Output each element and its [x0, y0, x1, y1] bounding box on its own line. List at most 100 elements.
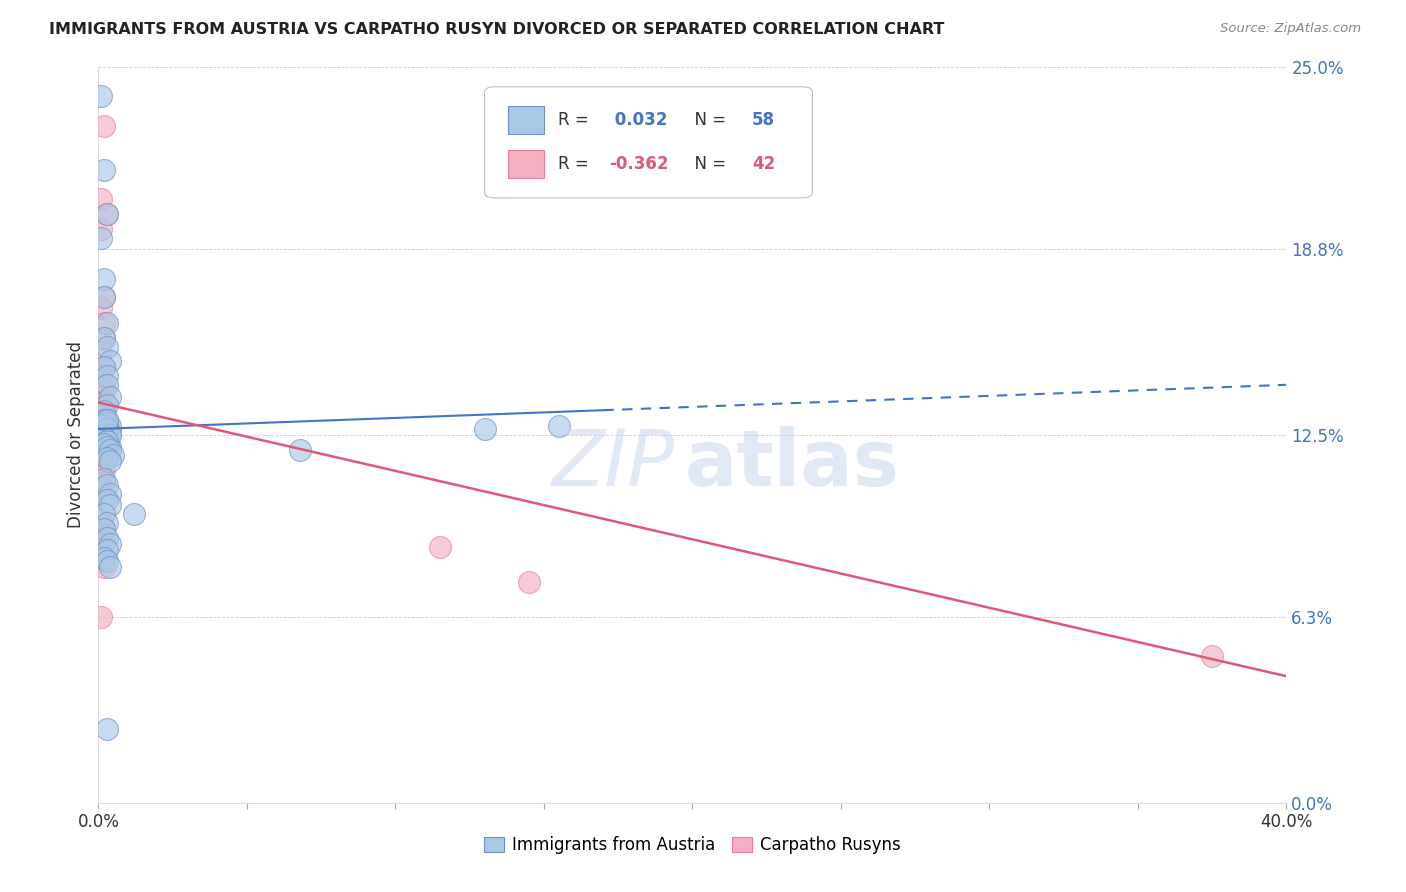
Point — [93, 551, 115, 566]
Point — [103, 449, 125, 463]
Text: -0.362: -0.362 — [609, 155, 669, 173]
FancyBboxPatch shape — [485, 87, 813, 198]
Point — [93, 431, 115, 445]
Point — [96, 434, 118, 448]
Text: N =: N = — [685, 112, 731, 129]
Point — [96, 723, 118, 737]
Text: 58: 58 — [752, 112, 775, 129]
Point — [98, 487, 121, 501]
FancyBboxPatch shape — [509, 106, 544, 135]
Point — [96, 413, 118, 427]
Point — [96, 542, 118, 557]
Point — [93, 427, 115, 442]
Point — [90, 89, 112, 103]
Point — [90, 457, 112, 471]
Point — [93, 377, 115, 392]
Point — [96, 478, 118, 492]
Point — [93, 272, 115, 286]
Legend: Immigrants from Austria, Carpatho Rusyns: Immigrants from Austria, Carpatho Rusyns — [477, 830, 908, 861]
Point — [90, 440, 112, 454]
Point — [96, 413, 118, 427]
Point — [93, 487, 115, 501]
Text: ZIP: ZIP — [551, 426, 675, 502]
Point — [98, 499, 121, 513]
Point — [96, 398, 118, 412]
Point — [96, 516, 118, 530]
Point — [96, 531, 118, 545]
Point — [90, 369, 112, 384]
Point — [90, 413, 112, 427]
Text: 0.032: 0.032 — [609, 112, 668, 129]
Point — [547, 419, 569, 434]
Point — [98, 537, 121, 551]
Point — [93, 331, 115, 345]
Point — [93, 508, 115, 522]
Point — [429, 540, 451, 554]
Point — [93, 413, 115, 427]
Point — [98, 390, 121, 404]
Point — [98, 440, 121, 454]
Point — [96, 416, 118, 430]
Point — [96, 377, 118, 392]
Point — [93, 119, 115, 133]
Point — [98, 419, 121, 434]
Point — [93, 434, 115, 448]
Point — [90, 545, 112, 560]
Point — [93, 475, 115, 489]
Point — [90, 427, 112, 442]
Point — [90, 193, 112, 207]
Point — [1201, 648, 1223, 663]
Point — [90, 451, 112, 466]
Point — [93, 163, 115, 178]
Point — [93, 395, 115, 409]
Point — [98, 454, 121, 468]
Point — [93, 289, 115, 303]
Point — [93, 360, 115, 375]
Text: Source: ZipAtlas.com: Source: ZipAtlas.com — [1220, 22, 1361, 36]
Point — [93, 425, 115, 439]
Point — [96, 440, 118, 454]
Point — [93, 407, 115, 421]
Point — [96, 340, 118, 354]
Point — [93, 463, 115, 477]
Point — [93, 419, 115, 434]
Point — [93, 472, 115, 486]
Point — [290, 442, 312, 457]
Point — [93, 522, 115, 536]
Point — [98, 427, 121, 442]
Point — [122, 508, 145, 522]
Text: R =: R = — [558, 155, 595, 173]
Point — [93, 331, 115, 345]
Point — [93, 360, 115, 375]
Point — [90, 481, 112, 495]
Point — [93, 436, 115, 450]
Point — [93, 522, 115, 536]
Point — [96, 422, 118, 436]
Point — [96, 436, 118, 450]
Point — [93, 316, 115, 330]
Point — [90, 222, 112, 236]
Point — [93, 289, 115, 303]
Text: IMMIGRANTS FROM AUSTRIA VS CARPATHO RUSYN DIVORCED OR SEPARATED CORRELATION CHAR: IMMIGRANTS FROM AUSTRIA VS CARPATHO RUSY… — [49, 22, 945, 37]
Text: R =: R = — [558, 112, 595, 129]
FancyBboxPatch shape — [509, 150, 544, 178]
Point — [93, 384, 115, 398]
Point — [90, 610, 112, 624]
Text: atlas: atlas — [685, 426, 898, 502]
Point — [90, 230, 112, 244]
Point — [93, 560, 115, 574]
Point — [93, 431, 115, 445]
Point — [90, 390, 112, 404]
Point — [96, 207, 118, 221]
Point — [90, 469, 112, 483]
Y-axis label: Divorced or Separated: Divorced or Separated — [66, 342, 84, 528]
Point — [96, 207, 118, 221]
Point — [93, 551, 115, 566]
Point — [93, 419, 115, 434]
Point — [474, 422, 496, 436]
Point — [90, 401, 112, 416]
Point — [90, 513, 112, 527]
Point — [90, 345, 112, 359]
Text: 42: 42 — [752, 155, 775, 173]
Point — [96, 316, 118, 330]
